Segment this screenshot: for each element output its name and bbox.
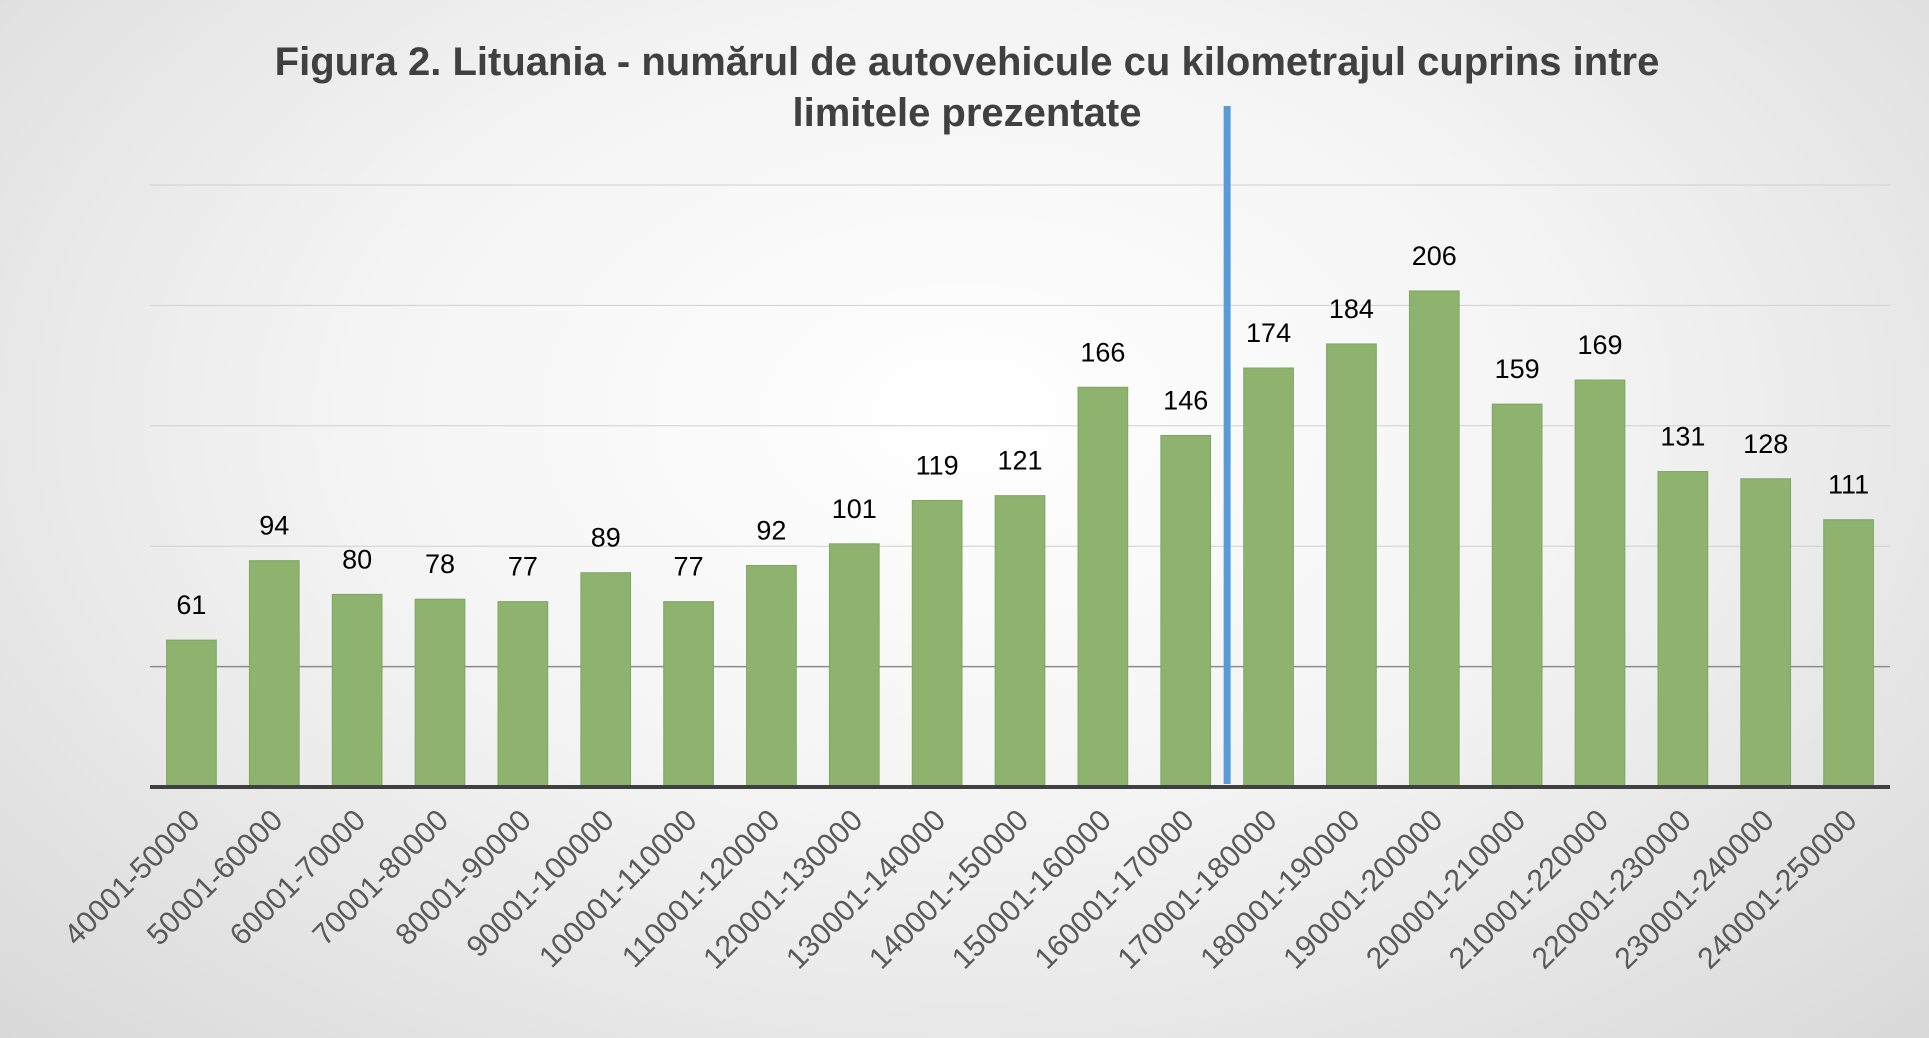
data-label-190001-200000: 206 bbox=[1412, 241, 1457, 271]
data-label-220001-230000: 131 bbox=[1660, 422, 1705, 452]
bar-150001-160000 bbox=[1077, 386, 1129, 788]
bars bbox=[166, 290, 1874, 788]
bar-50001-60000 bbox=[248, 560, 300, 788]
data-label-160001-170000: 146 bbox=[1163, 385, 1208, 415]
data-label-200001-210000: 159 bbox=[1495, 354, 1540, 384]
data-label-230001-240000: 128 bbox=[1743, 429, 1788, 459]
data-labels: 61 94 80 78 77 89 77 92 101 119 121 166 146 174 184 206… bbox=[176, 241, 1869, 620]
data-label-240001-250000: 111 bbox=[1828, 470, 1869, 500]
bar-210001-220000 bbox=[1574, 379, 1626, 788]
bar-170001-180000 bbox=[1243, 367, 1294, 788]
bar-100001-110000 bbox=[663, 601, 714, 788]
bar-80001-90000 bbox=[497, 601, 549, 788]
bar-90001-100000 bbox=[580, 572, 632, 788]
x-tick-label-90001-100000: 90001-100000 bbox=[460, 804, 620, 964]
chart-title-line-2: limitele prezentate bbox=[792, 91, 1141, 135]
data-label-150001-160000: 166 bbox=[1080, 337, 1125, 367]
bar-140001-150000 bbox=[994, 495, 1046, 788]
data-label-110001-120000: 92 bbox=[756, 515, 786, 545]
data-label-140001-150000: 121 bbox=[997, 446, 1042, 476]
bar-40001-50000 bbox=[166, 639, 217, 788]
data-label-180001-190000: 184 bbox=[1329, 294, 1374, 324]
bar-110001-120000 bbox=[746, 564, 797, 788]
data-label-100001-110000: 77 bbox=[674, 552, 704, 582]
bar-230001-240000 bbox=[1740, 478, 1792, 788]
data-label-210001-220000: 169 bbox=[1577, 330, 1622, 360]
bar-60001-70000 bbox=[331, 593, 383, 788]
bar-180001-190000 bbox=[1326, 343, 1377, 788]
data-label-130001-140000: 119 bbox=[916, 450, 959, 480]
data-label-50001-60000: 94 bbox=[259, 511, 289, 541]
bar-160001-170000 bbox=[1160, 434, 1212, 788]
data-label-80001-90000: 77 bbox=[508, 552, 538, 582]
data-label-120001-130000: 101 bbox=[832, 494, 877, 524]
bar-200001-210000 bbox=[1491, 403, 1543, 788]
data-label-90001-100000: 89 bbox=[591, 523, 621, 553]
data-label-60001-70000: 80 bbox=[342, 544, 372, 574]
data-label-170001-180000: 174 bbox=[1246, 318, 1291, 348]
bar-70001-80000 bbox=[414, 598, 466, 788]
data-label-70001-80000: 78 bbox=[425, 549, 455, 579]
data-label-40001-50000: 61 bbox=[176, 590, 206, 620]
bar-240001-250000 bbox=[1823, 519, 1874, 788]
bar-120001-130000 bbox=[828, 543, 880, 788]
bar-220001-230000 bbox=[1657, 471, 1709, 788]
bar-130001-140000 bbox=[911, 499, 963, 788]
bar-190001-200000 bbox=[1408, 290, 1460, 788]
chart-title-line-1: Figura 2. Lituania - numărul de autovehi… bbox=[275, 40, 1660, 84]
x-tick-labels: 40001-5000050001-6000060001-7000070001-8… bbox=[58, 804, 1864, 976]
